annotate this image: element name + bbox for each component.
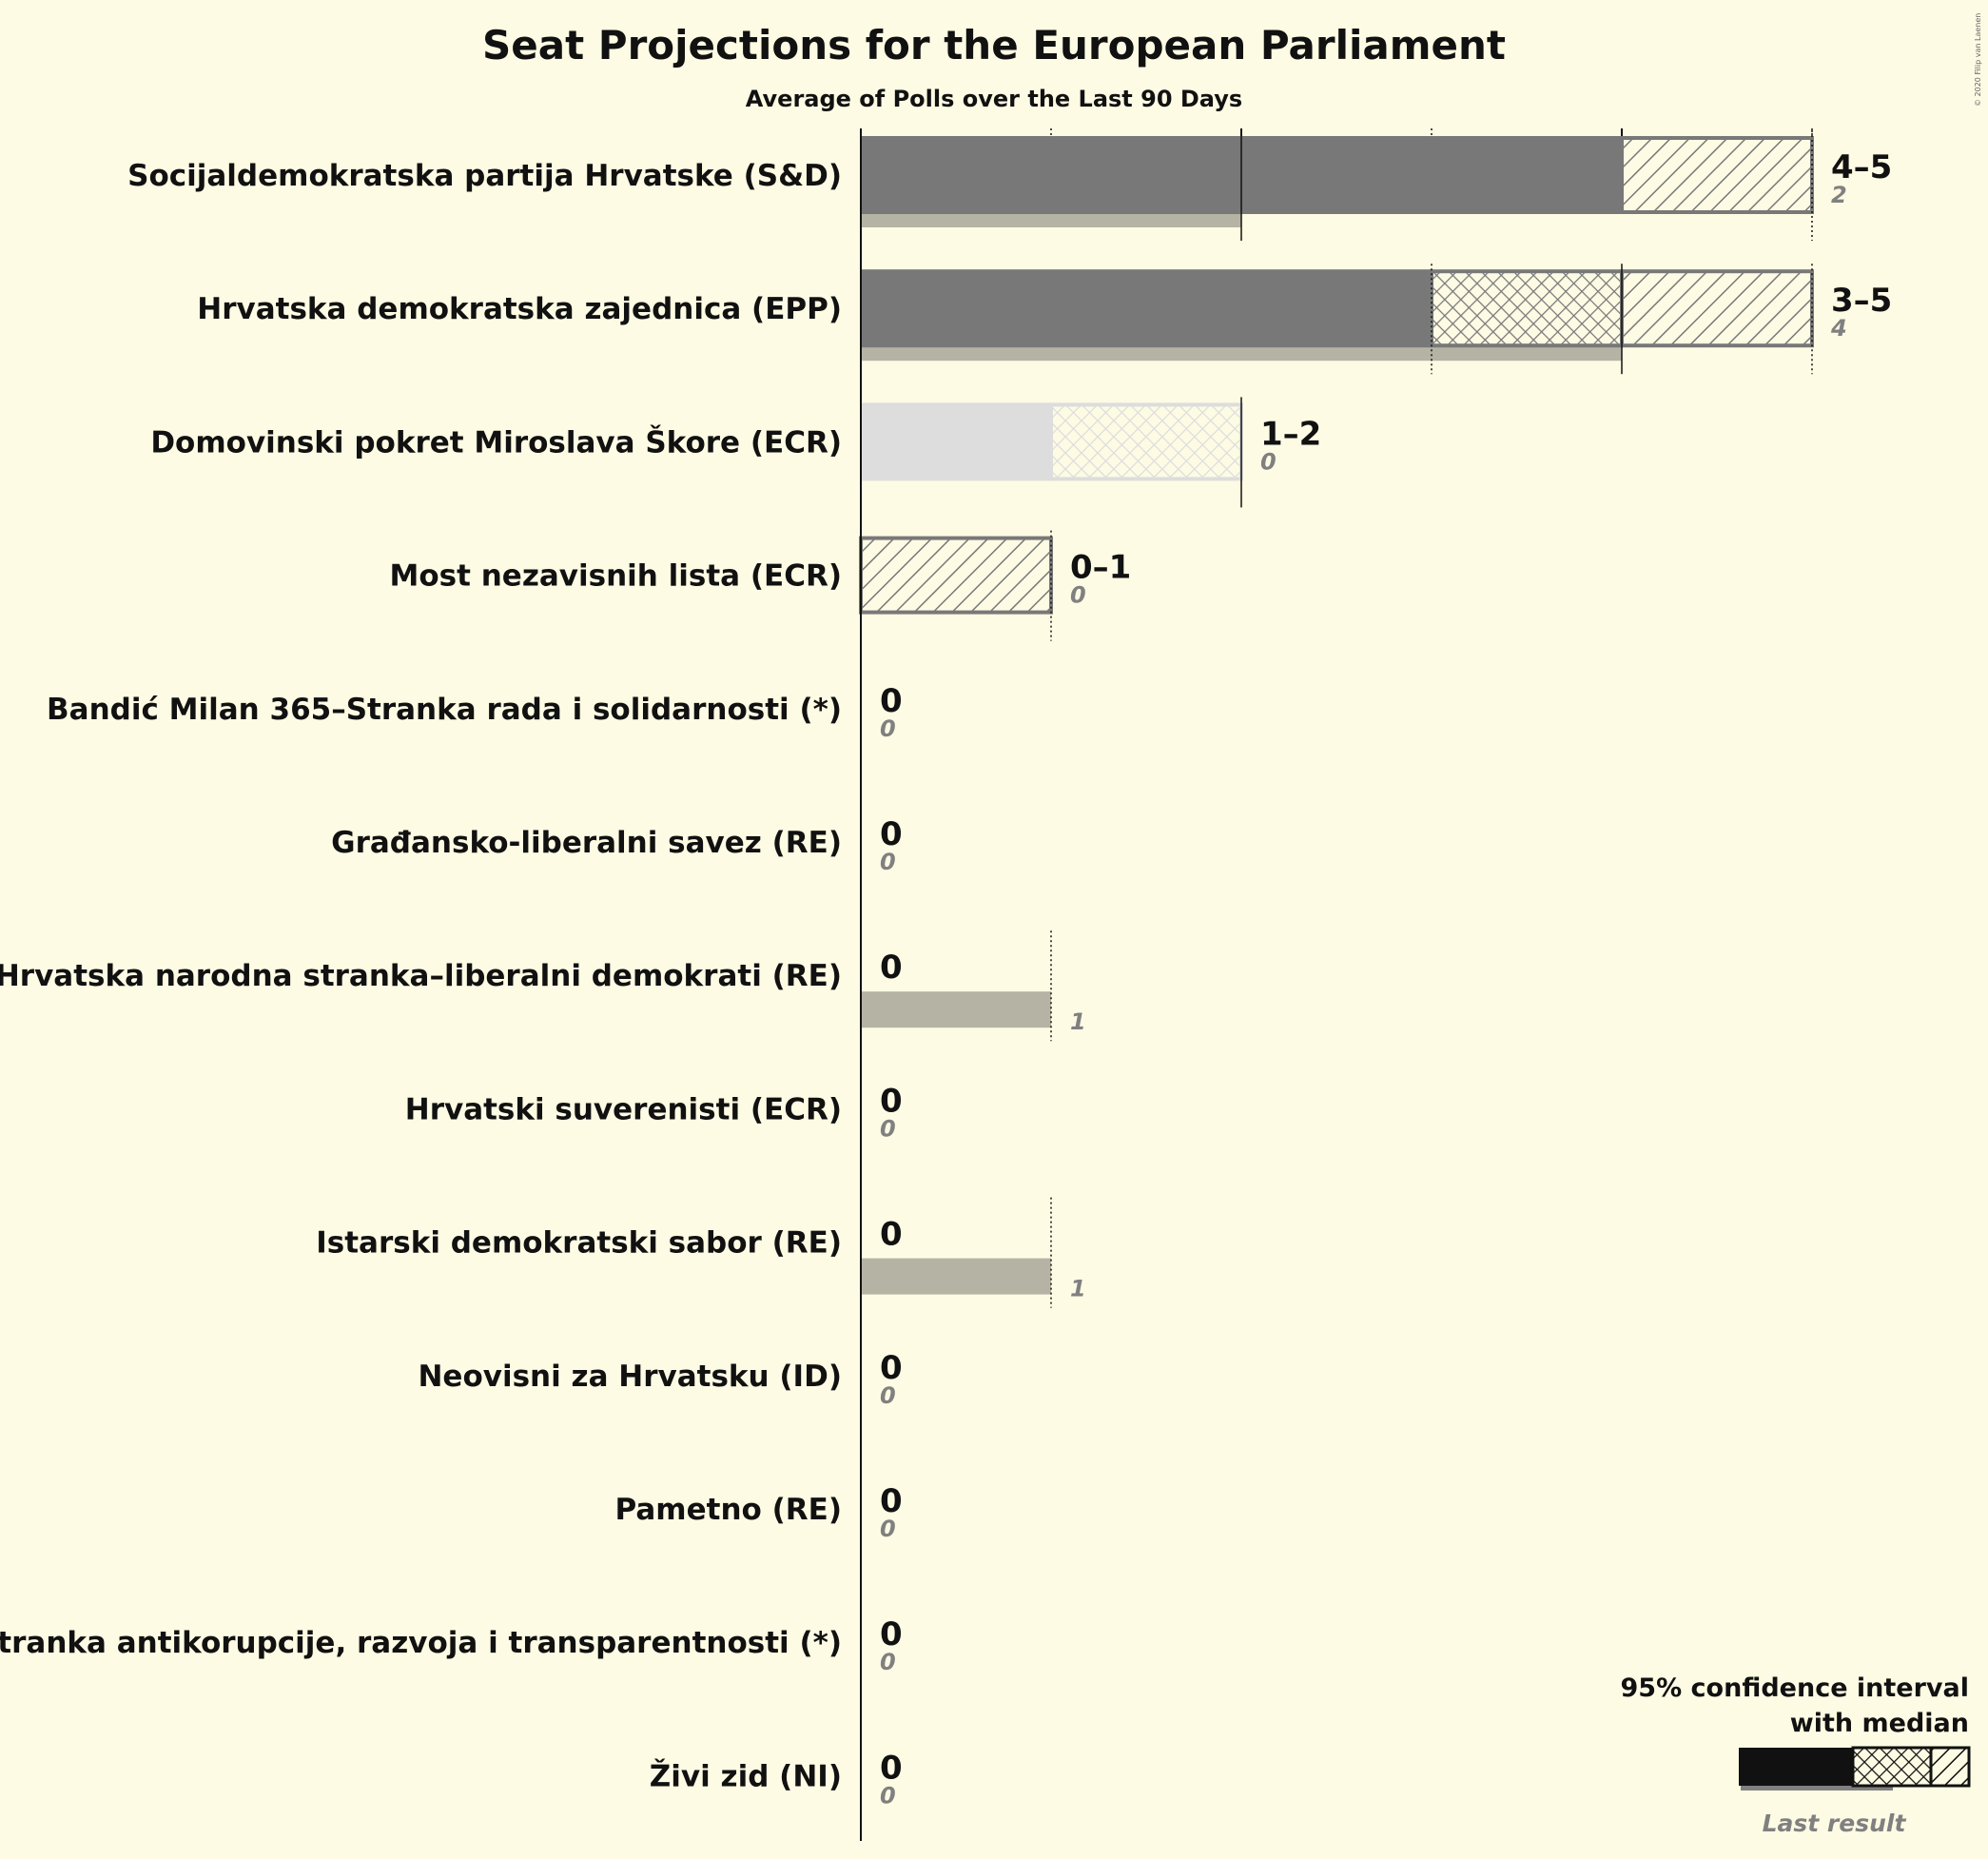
party-name-label: Most nezavisnih lista (ECR): [390, 559, 842, 594]
last-result-bar: [861, 1258, 1051, 1295]
legend-hatch-swatch: [1929, 1746, 1971, 1788]
last-result-label: 0: [1070, 582, 1086, 609]
seat-range-label: 0: [880, 1482, 903, 1520]
chart-title: Seat Projections for the European Parlia…: [482, 22, 1506, 68]
legend-title-line1: 95% confidence interval: [1621, 1673, 1969, 1703]
bar-area: [859, 130, 1814, 1308]
party-name-label: Stranka antikorupcije, razvoja i transpa…: [0, 1626, 842, 1660]
crosshatch-bar: [1430, 269, 1624, 348]
chart-subtitle: Average of Polls over the Last 90 Days: [746, 86, 1242, 112]
party-name-label: Bandić Milan 365–Stranka rada i solidarn…: [47, 693, 842, 727]
party-name-label: Istarski demokratski sabor (RE): [316, 1226, 842, 1261]
seat-range-label: 0: [880, 1216, 903, 1254]
party-row: [861, 397, 1243, 508]
seat-range-label: 0: [880, 682, 903, 720]
legend-crosshatch-swatch: [1851, 1746, 1933, 1788]
last-result-label: 2: [1831, 182, 1847, 208]
last-result-label: 0: [880, 1516, 896, 1542]
legend-solid-swatch: [1739, 1748, 1853, 1786]
seat-range-label: 0–1: [1070, 549, 1131, 587]
last-result-label: 0: [880, 1115, 896, 1142]
seat-range-label: 0: [880, 1349, 903, 1387]
last-result-label: 0: [880, 1782, 896, 1809]
last-result-label: 0: [880, 715, 896, 742]
party-name-label: Domovinski pokret Miroslava Škore (ECR): [150, 424, 842, 460]
party-name-label: Neovisni za Hrvatsku (ID): [418, 1360, 842, 1394]
last-result-label: 1: [1070, 1008, 1086, 1035]
party-name-label: Hrvatski suverenisti (ECR): [405, 1092, 842, 1126]
crosshatch-bar: [1049, 402, 1243, 481]
last-result-label: 4: [1830, 315, 1847, 342]
solid-bar: [861, 269, 1432, 348]
last-result-label: 0: [1260, 448, 1277, 475]
hatch-bar: [1620, 269, 1814, 348]
seat-range-label: 0: [880, 1615, 903, 1654]
party-name-label: Živi zid (NI): [650, 1759, 842, 1793]
last-result-label: 1: [1070, 1276, 1086, 1302]
party-name-label: Hrvatska demokratska zajednica (EPP): [197, 292, 842, 326]
label-area: Socijaldemokratska partija Hrvatske (S&D…: [0, 148, 1892, 1809]
seat-range-label: 0: [880, 815, 903, 853]
copyright-note: © 2020 Filip van Laenen: [1974, 13, 1982, 107]
party-row: [861, 264, 1814, 375]
party-row: [860, 930, 1052, 1042]
legend: 95% confidence interval with median Last…: [1621, 1673, 1971, 1837]
party-row: [861, 130, 1814, 241]
seat-range-label: 4–5: [1831, 148, 1892, 186]
party-name-label: Hrvatska narodna stranka–liberalni demok…: [0, 959, 842, 993]
solid-bar: [861, 402, 1051, 481]
legend-last-result-label: Last result: [1763, 1810, 1907, 1837]
last-result-label: 0: [880, 849, 896, 875]
seat-range-label: 1–2: [1260, 415, 1321, 453]
last-result-label: 0: [880, 1649, 896, 1675]
last-result-bar: [861, 991, 1051, 1028]
seat-range-label: 0: [880, 949, 903, 987]
seat-range-label: 0: [880, 1082, 903, 1120]
party-name-label: Socijaldemokratska partija Hrvatske (S&D…: [127, 159, 842, 193]
seat-range-label: 0: [880, 1749, 903, 1787]
party-row: [859, 530, 1053, 641]
party-name-label: Pametno (RE): [615, 1493, 843, 1527]
hatch-bar: [859, 536, 1053, 615]
legend-title-line2: with median: [1790, 1709, 1969, 1738]
hatch-bar: [1620, 136, 1814, 214]
last-result-label: 0: [880, 1382, 896, 1409]
party-name-label: Građansko-liberalni savez (RE): [331, 826, 842, 860]
seat-range-label: 3–5: [1831, 282, 1892, 320]
